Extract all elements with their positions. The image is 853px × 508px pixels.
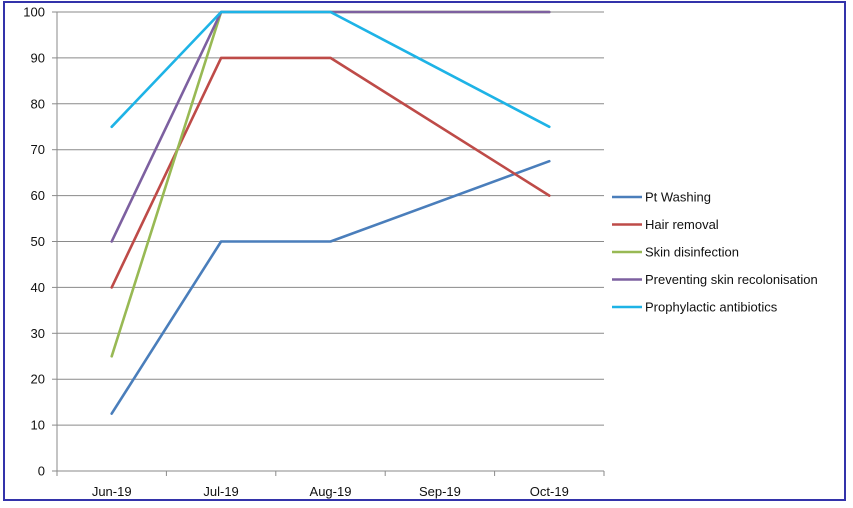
- series-line-5: [110, 10, 551, 129]
- y-tick-label: 100: [23, 5, 45, 20]
- y-tick-label: 30: [31, 326, 45, 341]
- y-tick-label: 80: [31, 96, 45, 111]
- x-tick-label: Aug-19: [310, 484, 352, 499]
- y-tick-label: 90: [31, 50, 45, 65]
- x-tick-label: Oct-19: [530, 484, 569, 499]
- y-tick-label: 20: [31, 372, 45, 387]
- y-tick-labels: 0 10 20 30 40 50 60 70 80 90 100: [23, 5, 45, 479]
- y-tick-label: 10: [31, 418, 45, 433]
- series-line-2: [110, 56, 551, 289]
- legend-label: Prophylactic antibiotics: [645, 300, 778, 315]
- x-tick-label: Sep-19: [419, 484, 461, 499]
- x-tick-label: Jul-19: [203, 484, 238, 499]
- legend-label: Hair removal: [645, 217, 719, 232]
- legend-label: Preventing skin recolonisation: [645, 272, 818, 287]
- series-lines: [110, 10, 551, 415]
- chart-frame: [3, 1, 846, 501]
- y-tick-label: 60: [31, 188, 45, 203]
- legend: Pt Washing Hair removal Skin disinfection P…: [612, 190, 818, 315]
- legend-label: Skin disinfection: [645, 245, 739, 260]
- y-tick-label: 70: [31, 142, 45, 157]
- y-tick-label: 40: [31, 280, 45, 295]
- series-line-4: [110, 10, 551, 243]
- series-line-1: [110, 159, 551, 415]
- y-tick-label: 50: [31, 234, 45, 249]
- gridlines: [57, 11, 604, 426]
- axes: [52, 11, 605, 476]
- x-tick-labels: Jun-19 Jul-19 Aug-19 Sep-19 Oct-19: [92, 484, 569, 499]
- y-tick-label: 0: [38, 464, 45, 479]
- x-tick-label: Jun-19: [92, 484, 132, 499]
- legend-label: Pt Washing: [645, 190, 711, 205]
